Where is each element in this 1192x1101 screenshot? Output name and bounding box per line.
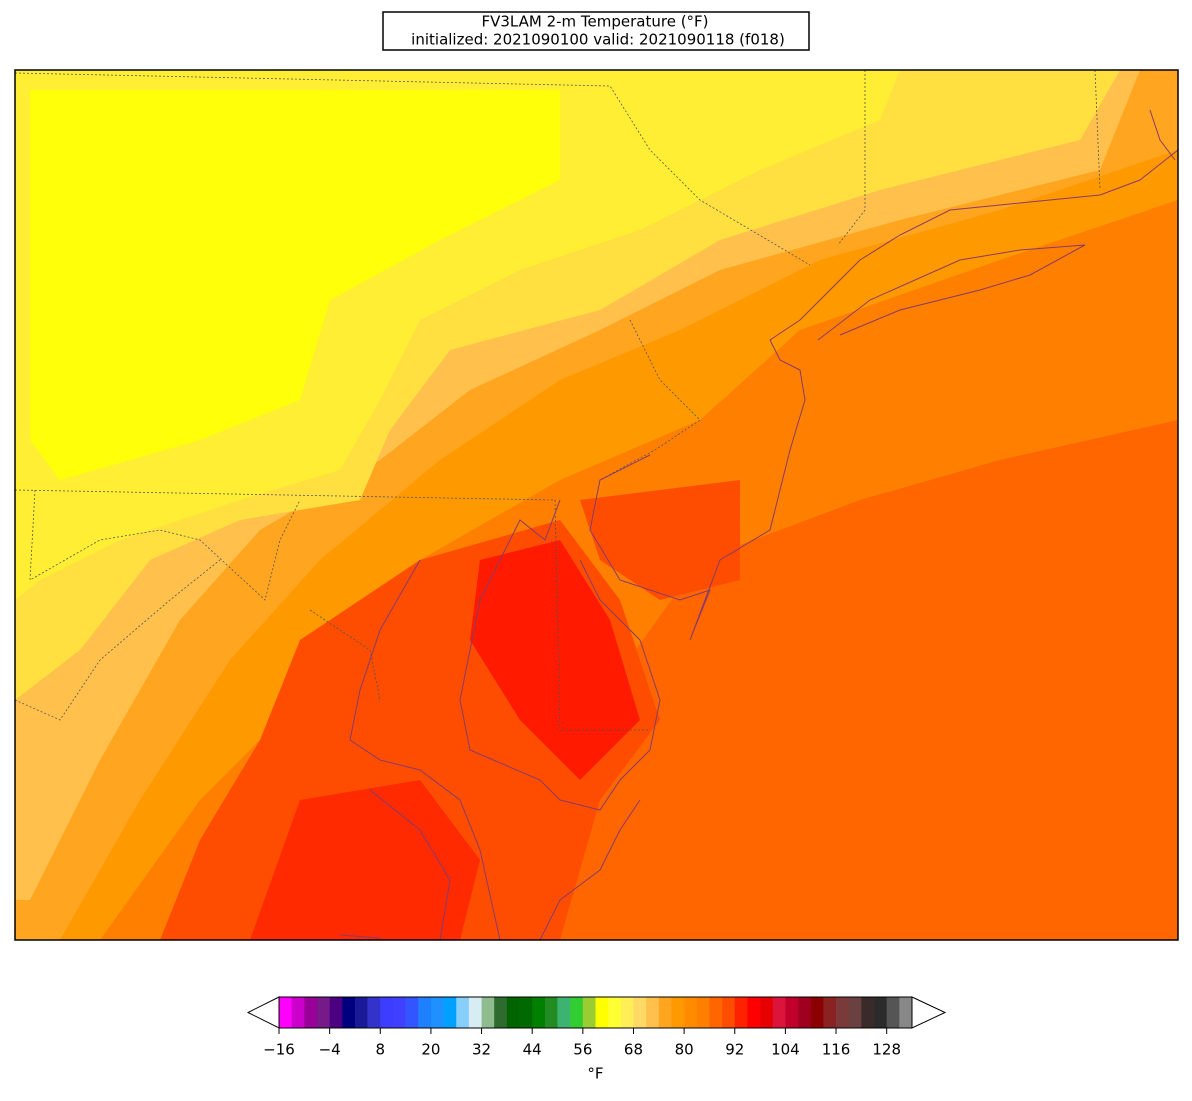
colorbar-bin: [405, 997, 419, 1028]
colorbar-bin: [494, 997, 508, 1028]
colorbar-tick-label: −4: [319, 1041, 341, 1059]
colorbar-bin: [354, 997, 368, 1028]
colorbar-bin: [785, 997, 799, 1028]
colorbar-bin: [329, 997, 343, 1028]
colorbar-bin: [418, 997, 432, 1028]
colorbar-bin: [709, 997, 723, 1028]
colorbar-bin: [608, 997, 622, 1028]
colorbar-bin: [886, 997, 900, 1028]
temp-zone: [470, 540, 640, 780]
colorbar-bin: [582, 997, 596, 1028]
colorbar-bin: [658, 997, 672, 1028]
colorbar-tick-label: −16: [263, 1041, 295, 1059]
colorbar-bin: [430, 997, 444, 1028]
colorbar-bin: [836, 997, 849, 1028]
colorbar-bin: [722, 997, 736, 1028]
colorbar-bin: [367, 997, 381, 1028]
colorbar-bin: [823, 997, 837, 1028]
colorbar-tick-label: 32: [472, 1041, 491, 1059]
colorbar-outline: [278, 996, 913, 1029]
title-box: [382, 11, 810, 51]
coastlines: [339, 109, 1178, 940]
colorbar-bin: [772, 997, 786, 1028]
colorbar-bin: [291, 997, 305, 1028]
colorbar-bin: [696, 997, 710, 1028]
colorbar-bin: [544, 997, 558, 1028]
colorbar-bin: [506, 997, 520, 1028]
colorbar-bin: [532, 997, 546, 1028]
map: [15, 70, 1178, 940]
colorbar-bin: [481, 997, 495, 1028]
temp-zone: [30, 90, 560, 480]
colorbar-bin: [861, 997, 875, 1028]
temp-zone: [250, 780, 480, 940]
colorbar-tick-label: 8: [376, 1041, 386, 1059]
colorbar-bin: [646, 997, 660, 1028]
colorbar-bin: [620, 997, 634, 1028]
colorbar-tick-label: 80: [675, 1041, 694, 1059]
colorbar-bin: [519, 997, 533, 1028]
colorbar-bin: [380, 997, 394, 1028]
colorbar-bin: [316, 997, 330, 1028]
colorbar-bin: [760, 997, 774, 1028]
colorbar-bin: [279, 997, 292, 1028]
colorbar-tick-label: 68: [624, 1041, 643, 1059]
colorbar-bin: [304, 997, 318, 1028]
colorbar-extend-low: [246, 996, 280, 1029]
colorbar-bin: [392, 997, 406, 1028]
colorbar-tick-label: 116: [822, 1041, 851, 1059]
colorbar-bin: [342, 997, 356, 1028]
colorbar-bin: [684, 997, 698, 1028]
colorbar-tick-label: 128: [872, 1041, 901, 1059]
colorbar-tick-label: 92: [725, 1041, 744, 1059]
colorbar-extend-high: [911, 996, 947, 1029]
colorbar-bin: [468, 997, 482, 1028]
chart-title: FV3LAM 2-m Temperature (°F): [481, 13, 708, 31]
colorbar-bin: [671, 997, 685, 1028]
colorbar-bin: [570, 997, 584, 1028]
colorbar-bin: [734, 997, 748, 1028]
colorbar-bin: [595, 997, 609, 1028]
colorbar-tick-label: 104: [771, 1041, 800, 1059]
colorbar-bin: [810, 997, 824, 1028]
colorbar-tick-label: 44: [523, 1041, 542, 1059]
colorbar-bin: [443, 997, 457, 1028]
temp-zone: [580, 480, 740, 600]
colorbar-bin: [798, 997, 812, 1028]
colorbar-bin: [874, 997, 887, 1028]
chart-subtitle: initialized: 2021090100 valid: 202109011…: [411, 31, 785, 49]
colorbar-bin: [557, 997, 571, 1028]
colorbar-bin: [899, 997, 913, 1028]
state-borders: [15, 70, 1101, 731]
colorbar-bin: [633, 997, 647, 1028]
colorbar-tick-label: 56: [573, 1041, 592, 1059]
colorbar-tick-label: 20: [421, 1041, 440, 1059]
colorbar-label: °F: [587, 1065, 603, 1083]
colorbar-bin: [747, 997, 761, 1028]
colorbar-bin: [456, 997, 470, 1028]
colorbar-bin: [848, 997, 862, 1028]
map-frame: [14, 69, 1179, 941]
